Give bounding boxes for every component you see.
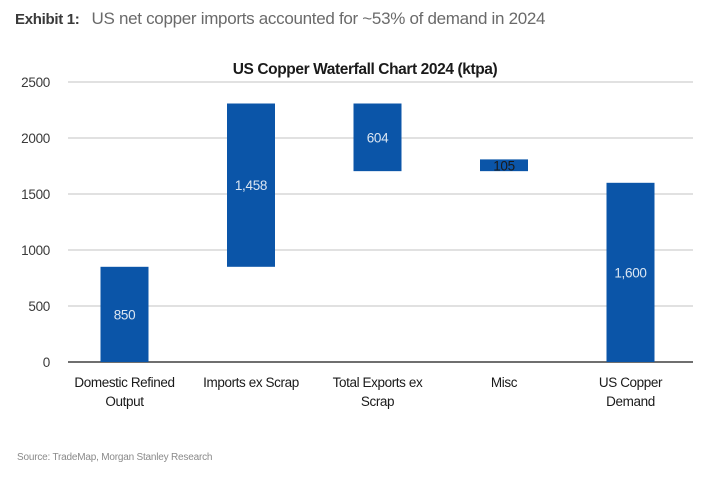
- x-tick-label: Total Exports ex: [333, 375, 423, 390]
- exhibit-label: Exhibit 1:: [15, 11, 80, 28]
- y-tick-label: 1000: [21, 243, 50, 258]
- data-label: 1,600: [614, 265, 646, 280]
- y-tick-label: 2500: [21, 75, 50, 90]
- bar-misc: [480, 159, 528, 172]
- y-tick-label: 2000: [21, 131, 50, 146]
- bar-total-exports-ex-scrap: [353, 103, 402, 172]
- x-tick-label: Misc: [491, 375, 518, 390]
- y-tick-label: 0: [43, 355, 50, 370]
- data-label: 1,458: [235, 178, 267, 193]
- data-label: 850: [114, 307, 136, 322]
- x-tick-label: US Copper: [599, 375, 663, 390]
- x-tick-label: Output: [105, 394, 144, 409]
- bar-domestic-refined-output: [100, 266, 149, 362]
- y-tick-label: 500: [28, 299, 50, 314]
- data-label: 105: [493, 158, 515, 173]
- chart-title: US Copper Waterfall Chart 2024 (ktpa): [233, 61, 498, 78]
- x-tick-label: Domestic Refined: [74, 375, 174, 390]
- exhibit-title: US net copper imports accounted for ~53%…: [91, 9, 546, 28]
- exhibit-heading: Exhibit 1: US net copper imports accounte…: [15, 9, 546, 29]
- waterfall-chart: US Copper Waterfall Chart 2024 (ktpa) 0 5…: [21, 61, 693, 409]
- bar-imports-ex-scrap: [227, 103, 275, 267]
- y-tick-label: 1500: [21, 187, 50, 202]
- x-tick-label: Imports ex Scrap: [203, 375, 299, 390]
- source-note: Source: TradeMap, Morgan Stanley Researc…: [17, 452, 213, 463]
- x-tick-label: Demand: [606, 394, 655, 409]
- bar-us-copper-demand: [606, 182, 655, 362]
- data-label: 604: [367, 130, 389, 145]
- x-tick-label: Scrap: [361, 394, 394, 409]
